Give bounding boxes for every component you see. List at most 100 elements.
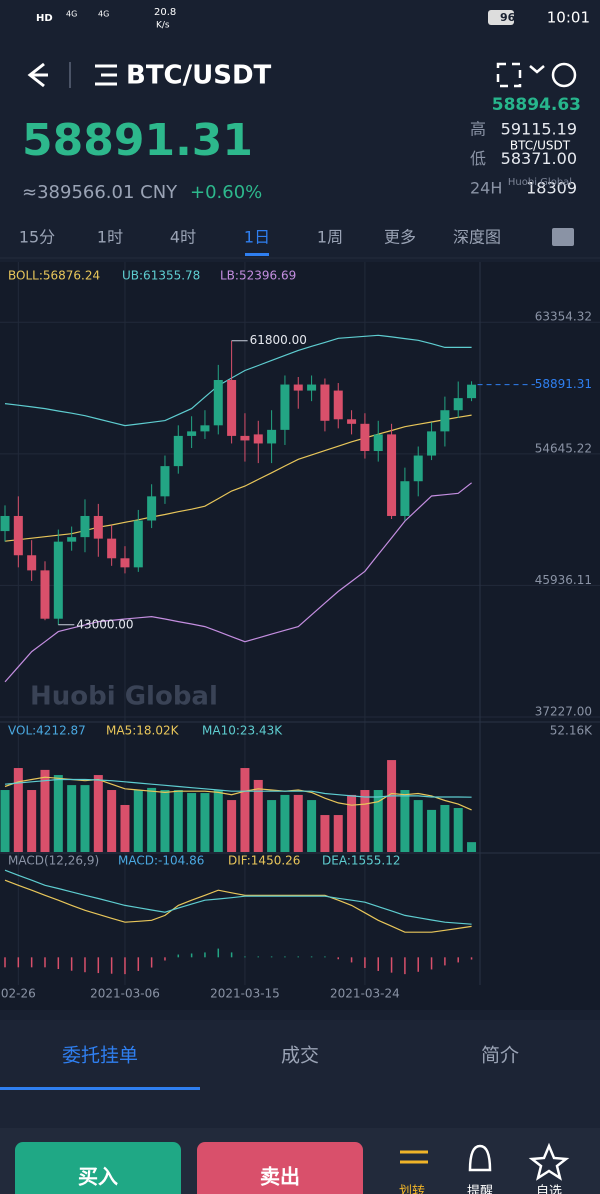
- nav-label[interactable]: 提醒: [467, 1184, 493, 1194]
- candle-body: [240, 435, 250, 441]
- candle-body: [347, 419, 357, 424]
- overlay-brand: Huobi Global: [508, 177, 572, 188]
- tab-indicator: [0, 1087, 200, 1090]
- buy-label[interactable]: 买入: [78, 1165, 118, 1189]
- scan-icon[interactable]: [496, 62, 522, 88]
- volume-bar: [67, 785, 77, 852]
- vol-label: VOL:4212.87: [8, 724, 86, 738]
- bottom-tab[interactable]: 委托挂单: [62, 1045, 138, 1067]
- dif-line: [4, 879, 472, 933]
- signal: 4G: [66, 10, 77, 19]
- dropdown-icon[interactable]: [529, 65, 545, 74]
- candle-body: [320, 384, 330, 421]
- nav-label[interactable]: 划转: [399, 1185, 425, 1194]
- interval-tab[interactable]: 更多: [384, 228, 416, 247]
- interval-tab[interactable]: 1周: [317, 228, 343, 247]
- sell-button[interactable]: [197, 1142, 363, 1194]
- dif-label: DIF:1450.26: [228, 854, 300, 868]
- volume-bar: [120, 804, 130, 852]
- last-price: 58891.31: [22, 115, 253, 166]
- interval-tab[interactable]: 4时: [170, 228, 196, 247]
- volume-bar: [453, 808, 463, 852]
- x-tick-label: 2021-03-24: [330, 987, 400, 1001]
- volume-bar: [53, 775, 63, 852]
- candle-body: [213, 380, 223, 426]
- transfer-icon[interactable]: [400, 1150, 428, 1164]
- candle-body: [0, 515, 10, 532]
- cny-price: ≈389566.01 CNY: [22, 182, 178, 203]
- x-tick-label: 02-26: [1, 987, 36, 1001]
- battery-icon: [488, 10, 514, 25]
- bottom-tab[interactable]: 简介: [481, 1045, 519, 1067]
- candle-body: [387, 434, 397, 516]
- last-price-label: 58891.31: [535, 377, 592, 391]
- overlay-symbol: BTC/USDT: [510, 139, 571, 153]
- speed-unit: K/s: [156, 21, 170, 31]
- ma10-label: MA10:23.43K: [202, 724, 283, 738]
- candle-body: [40, 570, 50, 619]
- nav-label[interactable]: 自选: [536, 1185, 562, 1194]
- settings-icon[interactable]: [552, 228, 574, 246]
- volume-bar: [147, 787, 157, 852]
- y-tick-label: 45936.11: [535, 573, 592, 587]
- volume-bar: [200, 793, 210, 852]
- candle-body: [373, 434, 383, 452]
- y-tick-label: 63354.32: [535, 310, 592, 324]
- candle-body: [80, 515, 90, 538]
- chart-icon[interactable]: [551, 62, 577, 88]
- min-marker-label: 43000.00: [76, 617, 133, 631]
- bell-icon[interactable]: [468, 1144, 492, 1172]
- volume-bar: [240, 768, 250, 852]
- y-tick-label: 37227.00: [535, 704, 592, 718]
- interval-tab[interactable]: 15分: [19, 228, 55, 247]
- back-icon[interactable]: [27, 62, 48, 88]
- dea-line: [4, 869, 472, 925]
- network: HD: [36, 13, 53, 24]
- candle-body: [173, 435, 183, 467]
- stat-label: 低: [470, 149, 486, 168]
- candle-body: [360, 423, 370, 452]
- interval-tab[interactable]: 1时: [97, 228, 123, 247]
- candle-body: [227, 380, 237, 436]
- watermark: Huobi Global: [30, 682, 218, 712]
- volume-bar: [253, 779, 263, 852]
- sell-label[interactable]: 卖出: [260, 1165, 300, 1189]
- x-tick-label: 2021-03-15: [210, 987, 280, 1001]
- buy-button[interactable]: [15, 1142, 181, 1194]
- candle-body: [333, 390, 343, 420]
- active-indicator: [245, 253, 269, 256]
- candle-body: [440, 410, 450, 432]
- interval-tab[interactable]: 1日: [244, 228, 270, 247]
- volume-bar: [373, 790, 383, 852]
- interval-tab[interactable]: 深度图: [453, 228, 501, 247]
- volume-bar: [27, 790, 37, 852]
- candle-body: [133, 520, 143, 568]
- candle-body: [120, 558, 130, 568]
- volume-bar: [307, 800, 317, 852]
- volume-bar: [400, 790, 410, 852]
- signal: 4G: [98, 10, 109, 19]
- time: 10:01: [547, 9, 590, 27]
- menu-icon[interactable]: [95, 64, 117, 86]
- volume-bar: [40, 769, 50, 852]
- change: +0.60%: [190, 182, 262, 203]
- index-price: 58894.63: [492, 95, 581, 115]
- bottom-tab[interactable]: 成交: [281, 1045, 319, 1067]
- vol-ma5: [4, 776, 472, 811]
- vol-tick-label: 52.16K: [550, 724, 593, 738]
- volume-bar: [173, 790, 183, 852]
- vol-ma10: [4, 778, 472, 798]
- y-tick-label: 54645.22: [535, 441, 592, 455]
- volume-bar: [13, 768, 23, 852]
- stat-value: 58371.00: [501, 149, 577, 168]
- speed: 20.8: [154, 7, 176, 18]
- chart-bg: [0, 262, 600, 1010]
- volume-bar: [133, 790, 143, 852]
- candle-body: [187, 431, 197, 436]
- candle-body: [147, 496, 157, 521]
- volume-bar: [360, 790, 370, 852]
- volume-bar: [440, 804, 450, 852]
- star-icon[interactable]: [528, 1142, 570, 1181]
- volume-bar: [347, 794, 357, 852]
